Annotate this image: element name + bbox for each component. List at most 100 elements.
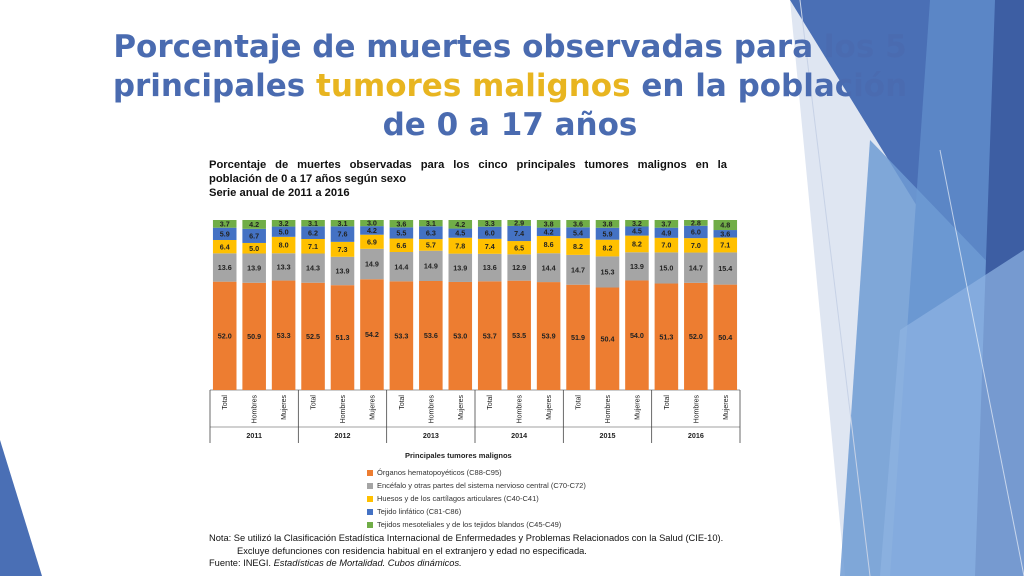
x-tick-label-14: Mujeres xyxy=(634,395,641,420)
bar-segment-s3-c2 xyxy=(271,226,296,237)
chart-title-line-1: Porcentaje de muertes observadas para lo… xyxy=(209,159,727,171)
bar-segment-s0-c9 xyxy=(477,281,502,390)
bar-segment-s1-c5 xyxy=(360,248,384,280)
bar-segment-s4-c2 xyxy=(271,220,296,227)
data-label-s2-c1: 5.0 xyxy=(249,244,259,253)
bar-segment-s2-c2 xyxy=(271,236,296,254)
bar-segment-s3-c4 xyxy=(330,226,355,242)
note-line-1: Nota: Se utilizó la Clasificación Estadí… xyxy=(209,533,724,543)
bar-segment-s1-c17 xyxy=(713,252,738,285)
bar-segment-s1-c6 xyxy=(389,252,414,282)
data-label-s2-c3: 7.1 xyxy=(308,242,318,251)
data-label-s3-c13: 5.9 xyxy=(603,229,613,238)
data-label-s1-c0: 13.6 xyxy=(218,263,232,272)
chart-title-line-2: población de 0 a 17 años según sexo xyxy=(209,173,407,185)
bar-segment-s2-c17 xyxy=(713,237,738,253)
data-label-s2-c15: 7.0 xyxy=(661,241,671,250)
data-label-s0-c3: 52.5 xyxy=(306,332,320,341)
data-label-s4-c11: 3.8 xyxy=(544,219,554,228)
bar-segment-s4-c4 xyxy=(330,220,355,227)
data-label-s1-c13: 15.3 xyxy=(601,268,615,277)
bar-segment-s2-c3 xyxy=(301,239,325,254)
x-tick-label-10: Hombres xyxy=(517,395,524,424)
x-tick-label-17: Mujeres xyxy=(723,395,730,420)
data-label-s4-c14: 3.2 xyxy=(632,219,642,228)
bar-segment-s2-c4 xyxy=(330,241,355,257)
legend-item-organos: Órganos hematopoyéticos (C88-C95) xyxy=(367,466,586,479)
bar-segment-s4-c7 xyxy=(419,220,443,227)
data-label-s4-c3: 3.1 xyxy=(308,219,318,228)
legend-label-mesoteliales: Tejidos mesoteliales y de los tejidos bl… xyxy=(377,520,562,529)
bar-segment-s4-c13 xyxy=(595,220,620,228)
deco-line-2 xyxy=(939,149,1024,576)
x-tick-label-4: Hombres xyxy=(340,395,347,424)
bar-segment-s0-c11 xyxy=(536,282,561,390)
data-label-s0-c0: 52.0 xyxy=(218,331,232,340)
bar-segment-s0-c14 xyxy=(625,280,649,390)
data-label-s0-c5: 54.2 xyxy=(365,330,379,339)
legend-item-huesos: Huesos y de los cartílagos articulares (… xyxy=(367,492,586,505)
data-label-s4-c1: 4.2 xyxy=(249,220,259,229)
data-label-s0-c4: 51.3 xyxy=(336,333,350,342)
bar-segment-s1-c14 xyxy=(625,252,649,281)
chart-card: Porcentaje de muertes observadas para lo… xyxy=(197,150,775,576)
data-label-s2-c10: 6.5 xyxy=(514,243,524,252)
bar-segment-s3-c6 xyxy=(389,227,414,239)
bar-segment-s0-c4 xyxy=(330,285,355,390)
bar-segment-s1-c16 xyxy=(684,252,708,283)
data-label-s2-c13: 8.2 xyxy=(603,244,613,253)
bar-segment-s2-c1 xyxy=(242,242,266,254)
bar-segment-s2-c9 xyxy=(477,238,502,254)
slide-title-part2: en la población de 0 a 17 años xyxy=(382,68,908,143)
data-label-s0-c11: 53.9 xyxy=(542,332,556,341)
data-label-s0-c1: 50.9 xyxy=(247,332,261,341)
bar-segment-s4-c10 xyxy=(507,220,531,226)
data-label-s2-c8: 7.8 xyxy=(455,241,465,250)
bar-segment-s1-c1 xyxy=(242,253,266,283)
bar-segment-s3-c10 xyxy=(507,225,531,242)
stacked-bar-chart: 52.013.66.45.93.7Total50.913.95.06.74.2H… xyxy=(209,218,741,443)
bar-segment-s1-c9 xyxy=(477,253,502,282)
deco-right-bright-facet xyxy=(880,250,1024,576)
bar-segment-s0-c12 xyxy=(566,284,590,390)
bar-segment-s4-c11 xyxy=(536,220,561,228)
data-label-s4-c6: 3.6 xyxy=(396,219,406,228)
bar-segment-s3-c13 xyxy=(595,227,620,240)
data-label-s1-c3: 14.3 xyxy=(306,264,320,273)
data-label-s2-c4: 7.3 xyxy=(338,245,348,254)
bar-segment-s3-c17 xyxy=(713,230,738,238)
data-label-s3-c10: 7.4 xyxy=(514,229,524,238)
bar-segment-s3-c9 xyxy=(477,226,502,239)
data-label-s2-c9: 7.4 xyxy=(485,242,495,251)
data-label-s3-c7: 6.3 xyxy=(426,228,436,237)
bar-segment-s0-c10 xyxy=(507,280,531,390)
bar-segment-s0-c13 xyxy=(595,287,620,390)
year-label-2016: 2016 xyxy=(688,431,704,440)
data-label-s4-c10: 2.9 xyxy=(514,219,524,228)
data-label-s2-c5: 6.9 xyxy=(367,237,377,246)
data-label-s3-c9: 6.0 xyxy=(485,228,495,237)
bar-segment-s1-c0 xyxy=(212,253,237,282)
chart-title: Porcentaje de muertes observadas para lo… xyxy=(209,158,727,200)
slide-title: Porcentaje de muertes observadas para lo… xyxy=(110,28,910,145)
slide-title-highlight: tumores malignos xyxy=(316,68,631,104)
data-label-s0-c15: 51.3 xyxy=(659,332,673,341)
data-label-s4-c0: 3.7 xyxy=(220,219,230,228)
deco-left-triangle xyxy=(0,440,42,576)
bar-segment-s1-c12 xyxy=(566,254,590,285)
x-tick-label-13: Hombres xyxy=(605,395,612,424)
note-line-2: Excluye defunciones con residencia habit… xyxy=(237,545,587,556)
legend-item-encefalo: Encéfalo y otras partes del sistema nerv… xyxy=(367,479,586,492)
bar-segment-s0-c7 xyxy=(419,281,443,390)
data-label-s3-c0: 5.9 xyxy=(220,229,230,238)
data-label-s3-c4: 7.6 xyxy=(338,230,348,239)
data-label-s1-c12: 14.7 xyxy=(571,265,585,274)
deco-line-1 xyxy=(799,0,871,576)
data-label-s0-c9: 53.7 xyxy=(483,331,497,340)
bar-segment-s0-c5 xyxy=(360,279,384,390)
bar-segment-s1-c2 xyxy=(271,253,296,281)
data-label-s3-c15: 4.9 xyxy=(661,228,671,237)
year-label-2011: 2011 xyxy=(246,431,262,440)
bar-segment-s4-c1 xyxy=(242,220,266,229)
